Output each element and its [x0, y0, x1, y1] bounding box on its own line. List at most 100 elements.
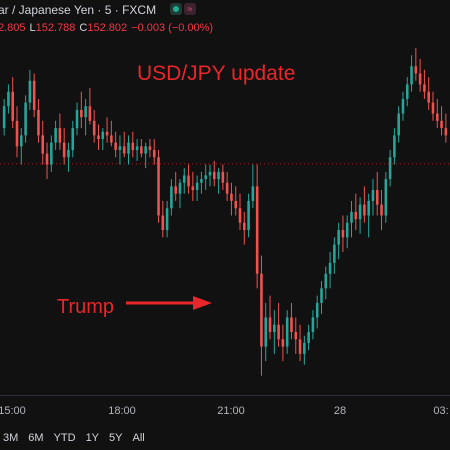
- candlestick-chart[interactable]: [0, 40, 450, 395]
- candle[interactable]: [243, 211, 246, 245]
- range-5y-button[interactable]: 5Y: [109, 432, 123, 444]
- candle[interactable]: [92, 109, 96, 143]
- candle[interactable]: [2, 98, 6, 136]
- candle[interactable]: [281, 324, 285, 362]
- candle[interactable]: [37, 98, 40, 143]
- price-plot[interactable]: [0, 40, 450, 395]
- candle[interactable]: [20, 128, 23, 165]
- candle[interactable]: [307, 324, 310, 351]
- time-axis[interactable]: 15:00 18:00 21:00 28 03:: [0, 395, 450, 426]
- candle[interactable]: [247, 193, 250, 238]
- candle[interactable]: [148, 139, 152, 158]
- candle[interactable]: [363, 186, 366, 223]
- candle[interactable]: [350, 200, 353, 238]
- candle[interactable]: [191, 171, 195, 201]
- candle[interactable]: [418, 58, 422, 92]
- candle[interactable]: [277, 302, 280, 347]
- candle[interactable]: [285, 310, 289, 354]
- candle[interactable]: [320, 281, 323, 314]
- candle[interactable]: [187, 164, 190, 194]
- candle[interactable]: [367, 193, 370, 238]
- candle[interactable]: [371, 179, 375, 216]
- candle[interactable]: [32, 73, 36, 118]
- candle[interactable]: [161, 200, 165, 238]
- candle[interactable]: [118, 135, 122, 165]
- candle[interactable]: [221, 164, 225, 191]
- candle[interactable]: [298, 324, 302, 362]
- candle[interactable]: [50, 135, 53, 172]
- candle[interactable]: [315, 295, 319, 329]
- candle[interactable]: [401, 91, 405, 121]
- candle[interactable]: [7, 84, 10, 114]
- candle[interactable]: [380, 190, 383, 231]
- candle[interactable]: [212, 160, 216, 187]
- candle[interactable]: [273, 310, 276, 354]
- candle[interactable]: [290, 302, 293, 340]
- candle[interactable]: [358, 197, 362, 234]
- candle[interactable]: [393, 128, 396, 165]
- candle[interactable]: [260, 255, 263, 376]
- candle[interactable]: [152, 139, 156, 165]
- symbol-title[interactable]: ar / Japanese Yen · 5 · FXCM: [0, 3, 157, 17]
- candle[interactable]: [337, 222, 340, 260]
- candle[interactable]: [67, 142, 70, 172]
- candle[interactable]: [268, 295, 272, 340]
- candle[interactable]: [397, 106, 400, 143]
- candle[interactable]: [264, 302, 268, 362]
- range-3m-button[interactable]: 3M: [3, 432, 19, 444]
- range-1y-button[interactable]: 1Y: [85, 432, 100, 444]
- candle[interactable]: [97, 124, 100, 150]
- candle[interactable]: [303, 335, 306, 365]
- candle[interactable]: [127, 135, 130, 165]
- candle[interactable]: [105, 117, 109, 143]
- range-6m-button[interactable]: 6M: [28, 432, 44, 444]
- candle[interactable]: [444, 113, 448, 143]
- market-open-icon[interactable]: [170, 3, 182, 15]
- candle[interactable]: [62, 128, 66, 165]
- candle[interactable]: [131, 131, 135, 158]
- candle[interactable]: [341, 215, 345, 252]
- candle[interactable]: [54, 120, 57, 150]
- candle[interactable]: [101, 128, 105, 150]
- candle[interactable]: [208, 164, 212, 187]
- candle[interactable]: [165, 200, 169, 238]
- candle[interactable]: [251, 164, 255, 209]
- candle[interactable]: [110, 120, 113, 147]
- candle[interactable]: [431, 91, 435, 121]
- candle[interactable]: [75, 102, 79, 136]
- candle[interactable]: [140, 139, 143, 158]
- candle[interactable]: [170, 179, 173, 216]
- candle[interactable]: [88, 88, 92, 125]
- candle[interactable]: [414, 48, 418, 81]
- candle[interactable]: [238, 193, 242, 231]
- candle[interactable]: [230, 182, 233, 216]
- candle[interactable]: [311, 310, 315, 340]
- candle[interactable]: [144, 142, 147, 169]
- candle[interactable]: [388, 149, 392, 187]
- candle[interactable]: [234, 186, 238, 216]
- candle[interactable]: [122, 131, 126, 158]
- candle[interactable]: [58, 113, 62, 150]
- alert-icon[interactable]: ≈: [184, 3, 196, 15]
- candle[interactable]: [333, 237, 336, 274]
- candle[interactable]: [225, 171, 229, 201]
- candle[interactable]: [328, 251, 332, 289]
- candle[interactable]: [294, 317, 298, 354]
- candle[interactable]: [435, 98, 439, 129]
- candle[interactable]: [354, 193, 358, 231]
- candle[interactable]: [410, 55, 413, 92]
- candle[interactable]: [80, 91, 83, 129]
- candle[interactable]: [24, 95, 27, 143]
- candle[interactable]: [174, 171, 177, 201]
- candle[interactable]: [405, 77, 409, 107]
- range-all-button[interactable]: All: [132, 432, 145, 444]
- candle[interactable]: [182, 168, 186, 194]
- candle[interactable]: [41, 120, 45, 165]
- candle[interactable]: [255, 164, 259, 289]
- candle[interactable]: [345, 215, 349, 249]
- candle[interactable]: [114, 131, 117, 158]
- candle[interactable]: [200, 171, 203, 194]
- candle[interactable]: [71, 120, 75, 158]
- candle[interactable]: [178, 179, 182, 209]
- candle[interactable]: [11, 77, 15, 129]
